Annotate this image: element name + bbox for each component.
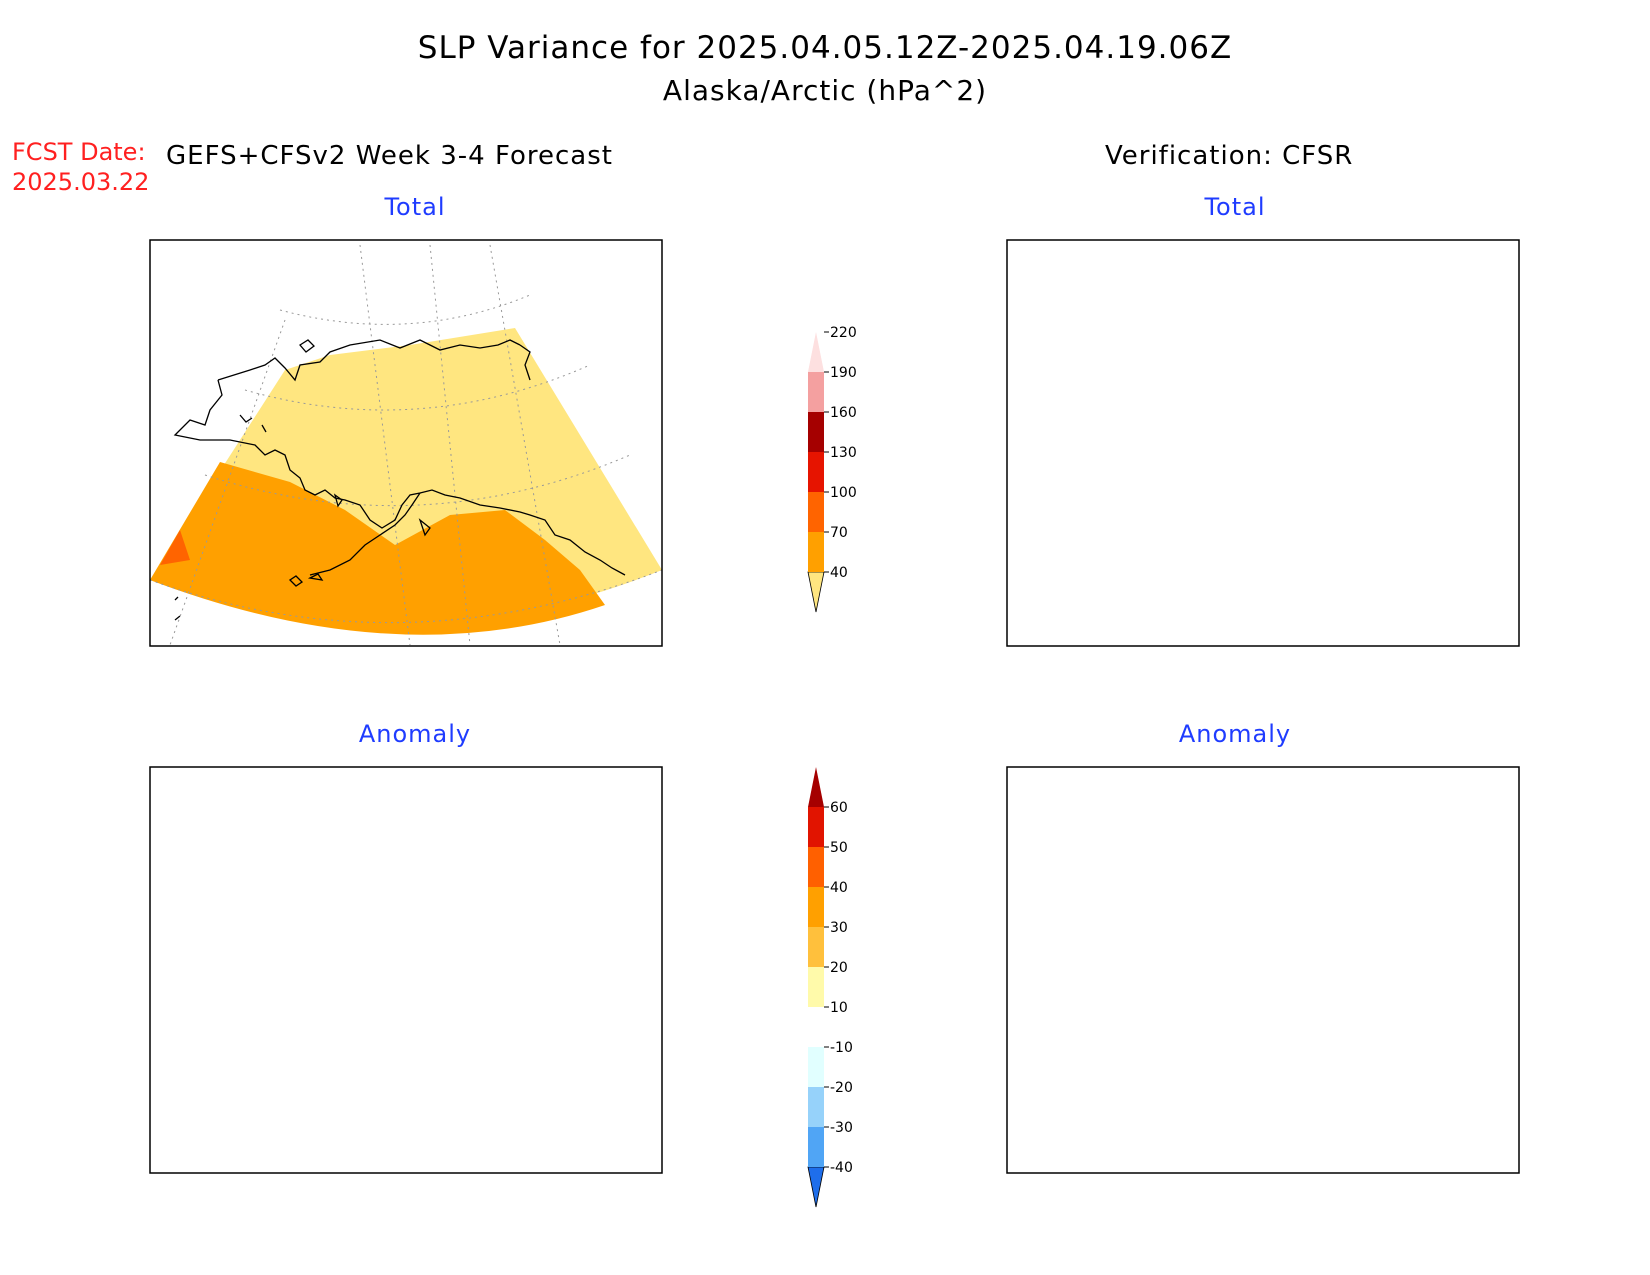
forecast-anomaly-frame (149, 766, 663, 1174)
anomaly-colorbar-swatch (808, 927, 824, 967)
chart-subtitle: Alaska/Arctic (hPa^2) (662, 74, 988, 107)
verification-total-map (1007, 245, 1519, 645)
anomaly-colorbar-tick-label: 30 (830, 920, 848, 936)
anomaly-colorbar-arrow-high (808, 767, 824, 807)
forecast-total-map (150, 244, 662, 646)
anomaly-colorbar-swatch (808, 967, 824, 1007)
anomaly-colorbar-swatch (808, 1047, 824, 1087)
total-colorbar-tick-label: 70 (830, 525, 848, 541)
forecast-anomaly-map (150, 772, 662, 1172)
anomaly-colorbar-swatch (808, 887, 824, 927)
anomaly-colorbar-swatch (808, 1127, 824, 1167)
total-colorbar-tick-label: 100 (830, 485, 857, 501)
anomaly-colorbar-tick-label: 60 (830, 800, 848, 816)
total-colorbar-arrow-low (807, 571, 825, 613)
forecast-anomaly-title: Anomaly (358, 720, 472, 748)
fcst-date-label: FCST Date: (12, 138, 146, 166)
total-colorbar-swatch (808, 412, 824, 452)
verification-heading: Verification: CFSR (1105, 141, 1354, 171)
total-colorbar-tick-label: 130 (830, 445, 857, 461)
anomaly-colorbar-tick-label: -30 (830, 1120, 853, 1136)
anomaly-colorbar-tick-label: -20 (830, 1080, 853, 1096)
verification-total-frame (1006, 239, 1520, 647)
forecast-heading: GEFS+CFSv2 Week 3-4 Forecast (166, 141, 613, 171)
forecast-total-frame (149, 239, 663, 647)
anomaly-colorbar-tick-label: 50 (830, 840, 848, 856)
verification-anomaly-map (1007, 772, 1519, 1172)
verification-anomaly-frame (1006, 766, 1520, 1174)
total-colorbar-swatch (808, 492, 824, 532)
anomaly-colorbar-swatch (808, 847, 824, 887)
verification-anomaly-title: Anomaly (1178, 720, 1292, 748)
anomaly-colorbar-tick-label: 20 (830, 960, 848, 976)
anomaly-colorbar-swatch (808, 1007, 824, 1047)
total-colorbar-swatch (808, 452, 824, 492)
total-colorbar-arrow-high (808, 332, 824, 372)
total-colorbar-swatch (808, 372, 824, 412)
fcst-date-value: 2025.03.22 (12, 168, 150, 196)
anomaly-colorbar: -40 -30 -20 -10 10 20 30 40 50 60 (807, 767, 853, 1208)
anomaly-colorbar-arrow-low (807, 1166, 825, 1208)
anomaly-colorbar-swatch (808, 807, 824, 847)
anomaly-colorbar-tick-label: 10 (830, 1000, 848, 1016)
total-colorbar-swatch (808, 532, 824, 572)
anomaly-colorbar-tick-label: -40 (830, 1160, 853, 1176)
verification-total-title: Total (1204, 193, 1266, 221)
forecast-total-title: Total (384, 193, 446, 221)
total-colorbar: 40 70 100 130 160 190 220 (807, 325, 857, 613)
chart-title: SLP Variance for 2025.04.05.12Z-2025.04.… (417, 30, 1233, 66)
anomaly-colorbar-tick-label: 40 (830, 880, 848, 896)
total-colorbar-tick-label: 40 (830, 565, 848, 581)
total-colorbar-tick-label: 220 (830, 325, 857, 341)
anomaly-colorbar-tick-label: -10 (830, 1040, 853, 1056)
total-colorbar-tick-label: 190 (830, 365, 857, 381)
total-colorbar-tick-label: 160 (830, 405, 857, 421)
anomaly-colorbar-swatch (808, 1087, 824, 1127)
